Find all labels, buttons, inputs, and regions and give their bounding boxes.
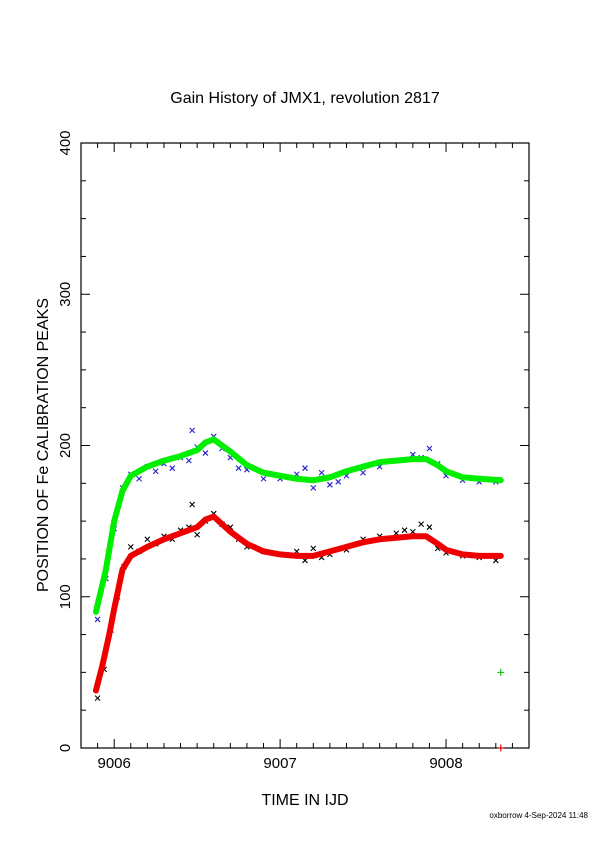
y-tick-labels: 0 100 200 300 400 (57, 130, 74, 752)
upper-fit-line (92, 436, 504, 615)
outlier-green-point (497, 668, 505, 676)
upper-points-point (152, 468, 159, 475)
plot-frame (80, 142, 530, 749)
upper-points-point (302, 465, 308, 472)
x-tick-labels: 9006 9007 9008 (97, 755, 462, 772)
outlier-red-point (497, 744, 505, 752)
footer-stamp: oxborrow 4-Sep-2024 11:48 (489, 811, 588, 820)
data-marks (92, 427, 505, 752)
lower-points-point (189, 501, 196, 508)
upper-points-point (202, 450, 209, 456)
plot-area (80, 142, 530, 749)
upper-points-point (260, 475, 267, 482)
lower-points-point (426, 524, 433, 531)
upper-points-point (335, 478, 342, 485)
lower-points-point (401, 527, 408, 534)
upper-points-point (235, 465, 242, 472)
y-axis-label: POSITION OF Fe CALIBRATION PEAKS (35, 298, 52, 592)
x-axis-label: TIME IN IJD (261, 792, 348, 809)
upper-points-point (169, 465, 176, 472)
lower-points-point (144, 536, 151, 543)
y-tick-label: 0 (57, 744, 74, 752)
y-tick-label: 300 (57, 282, 74, 307)
lower-points-point (94, 695, 101, 701)
lower-points-point (418, 521, 425, 528)
upper-points-point (189, 427, 196, 434)
x-tick-label: 9008 (429, 755, 462, 772)
y-tick-label: 400 (57, 130, 74, 155)
upper-points-point (426, 445, 433, 452)
upper-points-point (185, 457, 192, 464)
x-tick-label: 9007 (263, 755, 296, 772)
axis-ticks (80, 142, 530, 749)
upper-points-point (360, 469, 366, 476)
lower-points-point (310, 545, 317, 552)
chart-title: Gain History of JMX1, revolution 2817 (170, 90, 440, 107)
upper-points-point (327, 481, 333, 488)
upper-points-point (136, 475, 142, 482)
upper-points-point (94, 616, 101, 623)
lower-points-point (194, 531, 201, 538)
x-tick-label: 9006 (97, 755, 130, 772)
y-tick-label: 200 (57, 433, 74, 458)
lower-fit-line (92, 513, 504, 694)
y-tick-label: 100 (57, 584, 74, 609)
upper-points-point (310, 484, 317, 491)
upper-points-point (318, 469, 325, 476)
lower-points-point (127, 543, 134, 550)
